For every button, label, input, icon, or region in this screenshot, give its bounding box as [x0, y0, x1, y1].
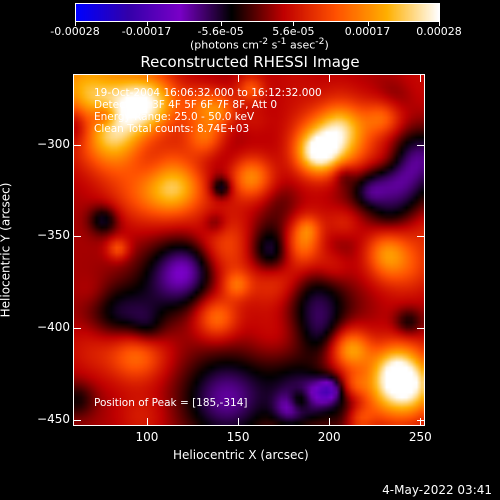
plot-title: Reconstructed RHESSI Image	[140, 53, 360, 71]
x-axis-tick	[146, 418, 148, 425]
colorbar-tick-label: 0.00028	[416, 25, 462, 38]
x-axis-tick-label: 200	[317, 430, 341, 444]
colorbar-tick	[439, 21, 440, 26]
x-axis-tick	[238, 75, 240, 82]
colorbar-tick-label: -5.6e-05	[197, 25, 244, 38]
image-frame	[73, 74, 425, 426]
annotation-time-range: 19-Oct-2004 16:06:32.000 to 16:12:32.000	[94, 87, 322, 99]
colorbar-tick	[220, 21, 222, 26]
x-axis-tick-label: 100	[135, 430, 159, 444]
colorbar-tick	[75, 21, 76, 26]
y-axis-label: Heliocentric Y (arcsec)	[0, 182, 13, 318]
y-axis-tick	[74, 419, 81, 421]
y-axis-tick-label: −300	[37, 136, 70, 151]
x-axis-tick-label: 150	[226, 430, 250, 444]
y-axis-tick	[417, 419, 424, 421]
colorbar-units: (photons cm-2 s-1 asec-2)	[190, 36, 329, 52]
x-axis-tick	[420, 418, 422, 425]
colorbar	[75, 3, 440, 22]
y-axis-tick	[74, 327, 81, 329]
colorbar-tick	[367, 21, 369, 26]
footer-timestamp: 4-May-2022 03:41	[382, 483, 492, 497]
y-axis-tick	[417, 144, 424, 146]
rhessi-image	[74, 75, 424, 425]
y-axis-tick-label: −400	[37, 319, 70, 334]
colorbar-tick-label: 0.00017	[344, 25, 391, 38]
annotation-energy-range: Energy Range: 25.0 - 50.0 keV	[94, 111, 255, 123]
x-axis-label: Heliocentric X (arcsec)	[173, 448, 309, 462]
colorbar-tick	[293, 21, 295, 26]
peak-position-label: Position of Peak = [185,-314]	[94, 397, 248, 409]
x-axis-tick-label: 250	[408, 430, 432, 444]
y-axis-tick	[74, 144, 81, 146]
y-axis-tick-label: −450	[37, 411, 70, 426]
annotation-detectors: Detectors: 3F 4F 5F 6F 7F 8F, Att 0	[94, 99, 278, 111]
x-axis-tick	[329, 418, 331, 425]
colorbar-tick	[146, 21, 148, 26]
y-axis-tick-label: −350	[37, 228, 70, 243]
x-axis-tick	[146, 75, 148, 82]
colorbar-tick-label: -0.00028	[50, 25, 100, 38]
annotation-clean-counts: Clean Total counts: 8.74E+03	[94, 123, 250, 135]
x-axis-tick	[420, 75, 422, 82]
x-axis-tick	[238, 418, 240, 425]
x-axis-tick	[329, 75, 331, 82]
y-axis-tick	[74, 236, 81, 238]
colorbar-tick-label: 5.6e-05	[272, 25, 315, 38]
y-axis-tick	[417, 236, 424, 238]
colorbar-tick-label: -0.00017	[121, 25, 172, 38]
y-axis-tick	[417, 327, 424, 329]
